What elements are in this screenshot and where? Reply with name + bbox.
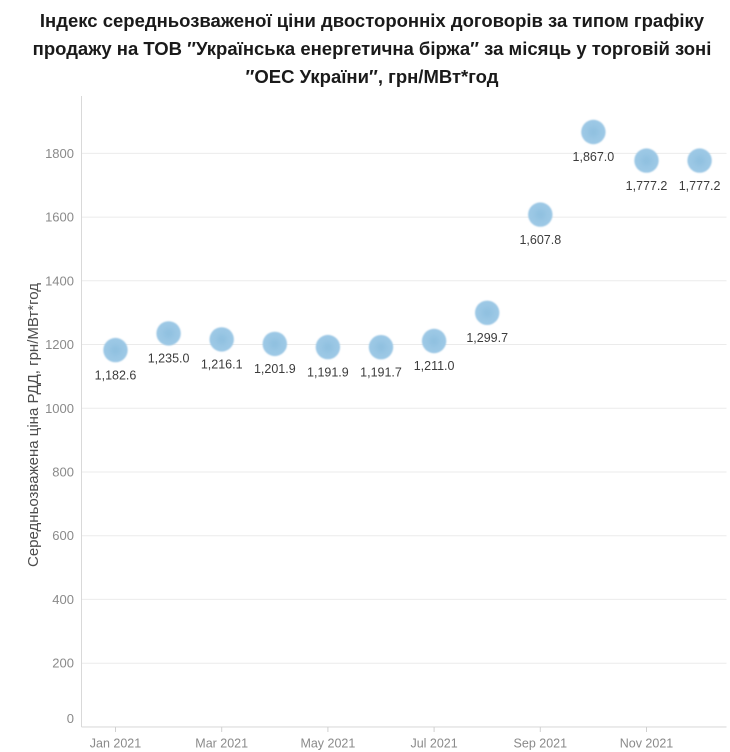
svg-text:600: 600	[52, 528, 74, 543]
svg-text:1,235.0: 1,235.0	[148, 352, 190, 366]
svg-text:1200: 1200	[45, 337, 74, 352]
svg-text:400: 400	[52, 592, 74, 607]
svg-text:1,299.7: 1,299.7	[466, 331, 508, 345]
svg-text:Jul 2021: Jul 2021	[410, 737, 457, 751]
svg-text:Mar 2021: Mar 2021	[195, 737, 248, 751]
svg-text:1,182.6: 1,182.6	[95, 368, 137, 382]
svg-text:1,191.9: 1,191.9	[307, 365, 349, 379]
svg-text:Середньозважена ціна РДД, грн/: Середньозважена ціна РДД, грн/МВт*год	[25, 283, 42, 567]
svg-text:1,201.9: 1,201.9	[254, 362, 296, 376]
svg-text:1,191.7: 1,191.7	[360, 365, 402, 379]
svg-text:May 2021: May 2021	[300, 737, 355, 751]
svg-text:1,777.2: 1,777.2	[679, 179, 721, 193]
svg-text:1600: 1600	[45, 210, 74, 225]
svg-text:0: 0	[67, 711, 74, 726]
svg-text:1400: 1400	[45, 273, 74, 288]
svg-text:1,867.0: 1,867.0	[573, 150, 615, 164]
svg-text:Jan 2021: Jan 2021	[90, 737, 141, 751]
svg-text:1800: 1800	[45, 146, 74, 161]
svg-text:Sep 2021: Sep 2021	[514, 737, 568, 751]
svg-text:800: 800	[52, 465, 74, 480]
svg-text:200: 200	[52, 656, 74, 671]
svg-text:1,211.0: 1,211.0	[414, 359, 455, 373]
svg-text:1,216.1: 1,216.1	[201, 358, 243, 372]
svg-text:1000: 1000	[45, 401, 74, 416]
svg-text:1,607.8: 1,607.8	[519, 233, 561, 247]
svg-text:1,777.2: 1,777.2	[626, 179, 668, 193]
svg-text:Nov 2021: Nov 2021	[620, 737, 674, 751]
